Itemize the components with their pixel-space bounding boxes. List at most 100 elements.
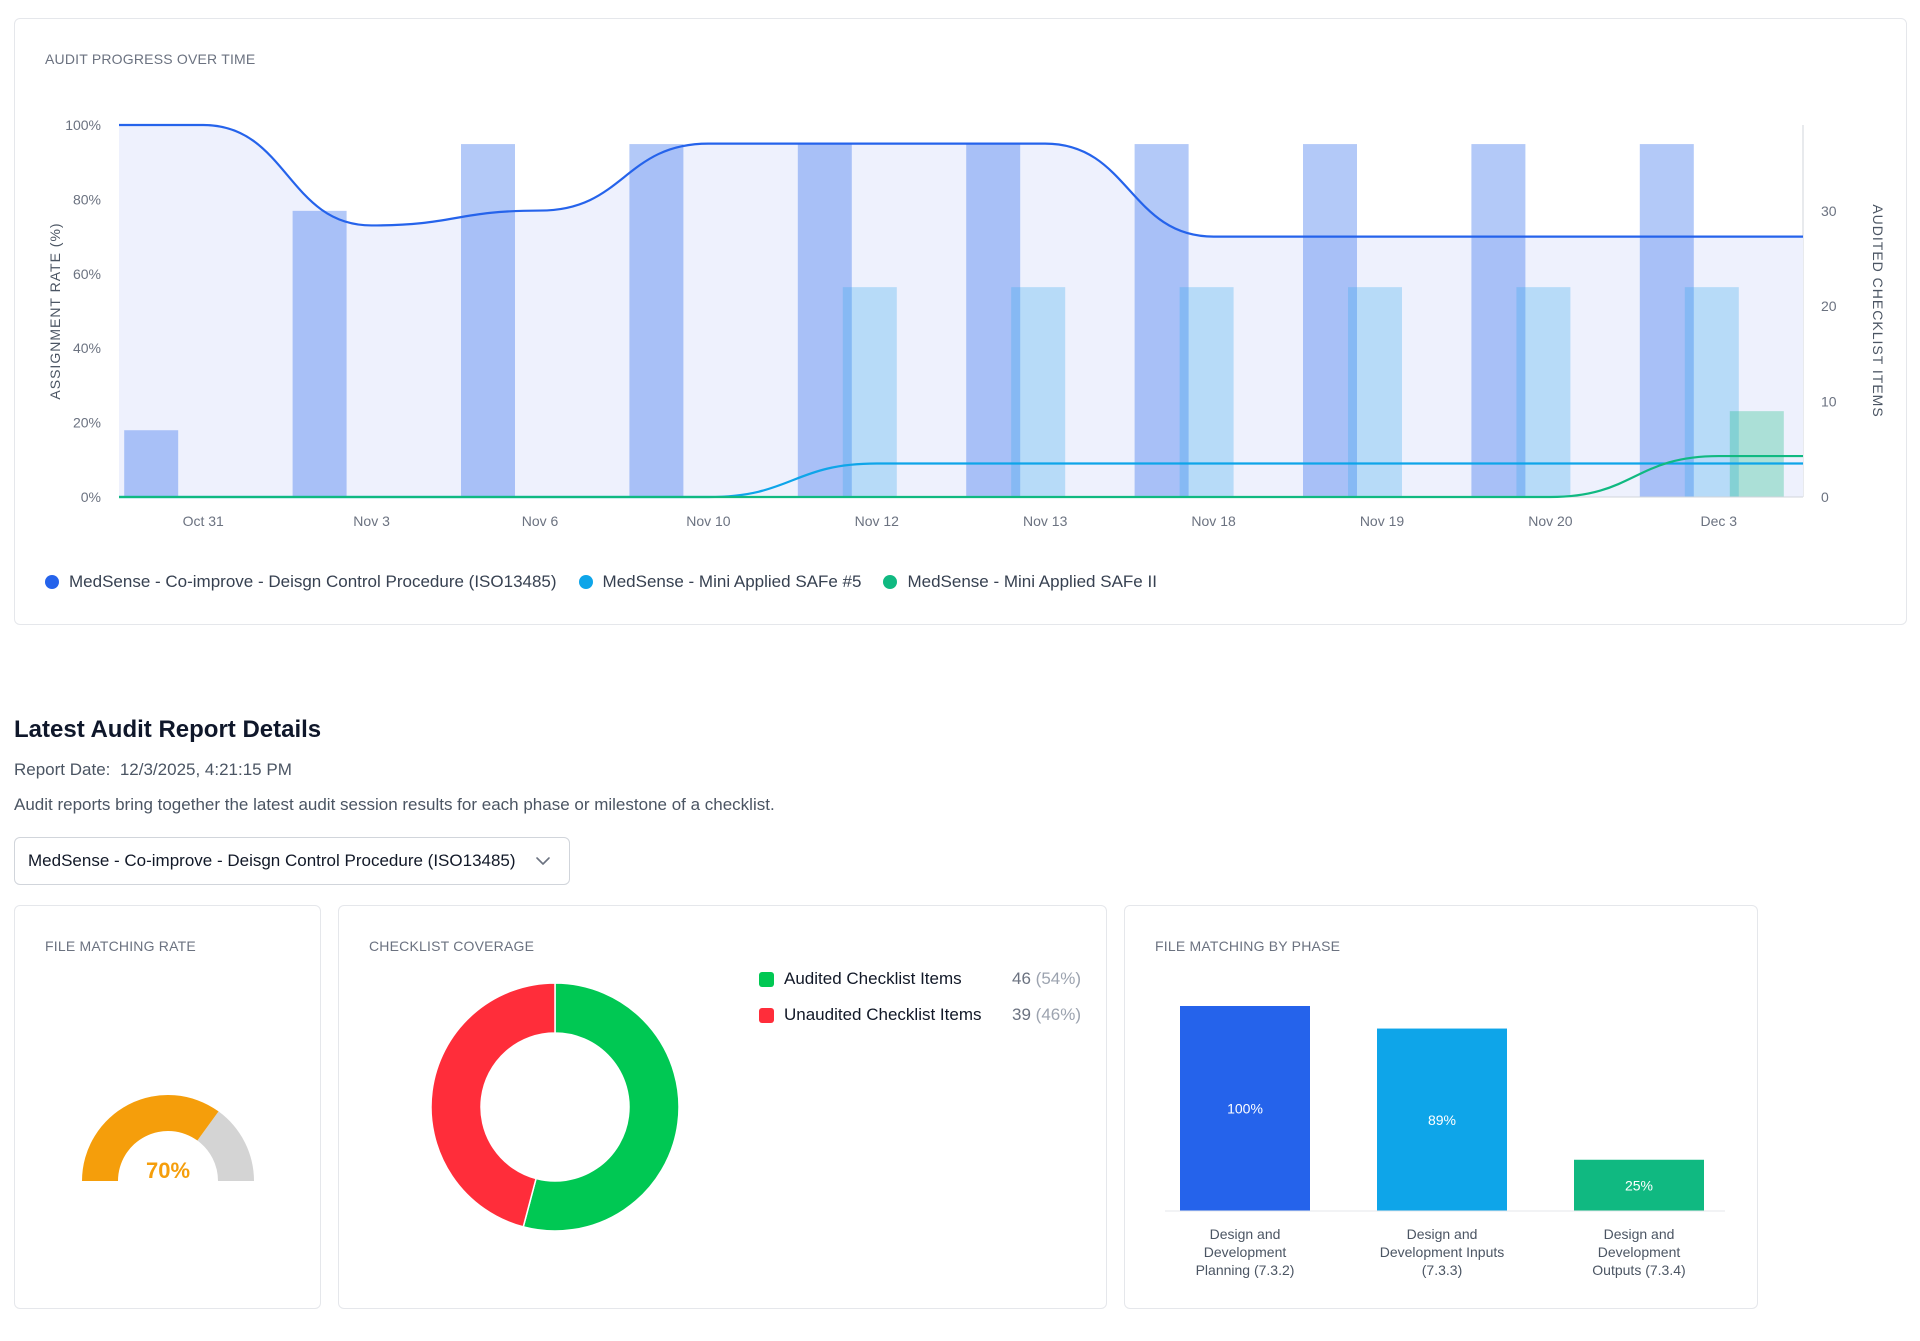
legend-item-iso13485[interactable]: MedSense - Co-improve - Deisgn Control P… [45,572,557,592]
bar [842,287,897,497]
phase-category-label: Planning (7.3.2) [1196,1262,1295,1278]
bar [1179,287,1234,497]
bar [1684,287,1739,497]
checklist-coverage-title: CHECKLIST COVERAGE [369,938,535,954]
legend-label: MedSense - Mini Applied SAFe #5 [602,572,862,591]
phase-bar-label: 100% [1227,1101,1263,1117]
report-date: Report Date: 12/3/2025, 4:21:15 PM [14,760,292,780]
report-date-value: 12/3/2025, 4:21:15 PM [119,760,292,779]
bar [1639,144,1694,498]
phase-bar [1377,1028,1507,1211]
legend-item-safe2[interactable]: MedSense - Mini Applied SAFe II [883,572,1157,592]
bar [966,144,1021,498]
legend-dot [45,575,59,589]
report-description: Audit reports bring together the latest … [14,795,775,814]
audit-progress-card: AUDIT PROGRESS OVER TIME 0% 20% 40% 60% 80% 1… [14,18,1907,625]
checklist-coverage-card: CHECKLIST COVERAGE Audited Checklist Ite… [338,905,1107,1309]
x-tick-label: Nov 20 [1528,513,1573,529]
y2-tick-label: 10 [1821,394,1837,410]
legend-item-safe5[interactable]: MedSense - Mini Applied SAFe #5 [578,572,862,592]
y-tick-label: 100% [65,117,101,133]
bar [292,210,347,497]
bar [1516,287,1571,497]
checklist-coverage-donut [430,982,680,1232]
coverage-label: Unaudited Checklist Items [784,1005,982,1024]
x-tick-label: Nov 3 [353,513,390,529]
y-tick-label: 20% [73,415,101,431]
donut-slice [522,982,680,1232]
report-date-label: Report Date: [14,760,111,779]
coverage-legend-audited[interactable]: Audited Checklist Items 46 (54%) [759,961,1081,997]
coverage-legend-unaudited[interactable]: Unaudited Checklist Items 39 (46%) [759,997,1081,1033]
file-matching-rate-card: FILE MATCHING RATE 70% [14,905,321,1309]
checklist-coverage-legend: Audited Checklist Items 46 (54%) Unaudit… [759,961,1081,1033]
x-tick-label: Nov 13 [1023,513,1068,529]
phase-category-label: Development [1598,1244,1681,1260]
file-matching-by-phase-card: FILE MATCHING BY PHASE 100% Design and Dev… [1124,905,1758,1309]
audit-progress-legend: MedSense - Co-improve - Deisgn Control P… [45,572,1157,592]
file-matching-rate-title: FILE MATCHING RATE [45,938,196,954]
coverage-count: 46 [1012,969,1031,988]
file-matching-by-phase-chart: 100% Design and Development Planning (7.3.2… [1165,1006,1725,1278]
coverage-pct: (54%) [1035,969,1082,988]
legend-swatch [759,971,774,987]
file-matching-rate-gauge: 70% [82,1095,254,1183]
bar [1471,144,1526,498]
legend-dot [578,575,593,589]
phase-bar-label: 89% [1428,1112,1456,1128]
phase-category-label: Design and [1210,1226,1281,1242]
phase-bar-label: 25% [1625,1177,1653,1193]
audit-progress-title: AUDIT PROGRESS OVER TIME [45,51,256,67]
series-line [119,123,1803,238]
bar [461,144,515,498]
y-tick-label: 0% [81,489,101,505]
x-tick-label: Nov 19 [1360,513,1405,529]
gauge-value: 70% [146,1158,190,1183]
legend-label: MedSense - Mini Applied SAFe II [907,572,1157,591]
legend-swatch [759,1007,774,1023]
y-tick-label: 60% [73,266,101,282]
y-tick-label: 40% [73,340,101,356]
series-area [119,125,1803,497]
x-tick-label: Nov 6 [522,513,559,529]
checklist-select[interactable]: MedSense - Co-improve - Deisgn Control P… [14,837,570,885]
phase-category-label: (7.3.3) [1422,1262,1462,1278]
x-tick-label: Nov 10 [686,513,731,529]
bar [797,144,852,498]
phase-category-label: Design and [1407,1226,1478,1242]
bar [629,144,684,498]
bar [1134,144,1189,498]
coverage-count: 39 [1012,1005,1031,1024]
x-tick-label: Dec 3 [1701,513,1738,529]
bar [1011,287,1066,497]
phase-category-label: Outputs (7.3.4) [1592,1262,1685,1278]
x-tick-label: Nov 12 [855,513,900,529]
donut-slice [430,982,556,1228]
series-line [119,454,1803,499]
y2-axis-label: AUDITED CHECKLIST ITEMS [1870,204,1886,417]
x-tick-label: Oct 31 [183,513,224,529]
coverage-label: Audited Checklist Items [784,969,962,988]
gauge-track [197,1111,254,1181]
phase-category-label: Development Inputs [1380,1244,1505,1260]
coverage-pct: (46%) [1035,1005,1082,1024]
details-title: Latest Audit Report Details [14,716,322,743]
y-tick-label: 80% [73,191,101,207]
legend-label: MedSense - Co-improve - Deisgn Control P… [69,572,557,591]
phase-bar [1180,1006,1310,1211]
audit-progress-chart: 0% 20% 40% 60% 80% 100% 0 10 20 30 ASSIGNMENT RATE… [47,117,1886,529]
bar [124,430,179,497]
y2-tick-label: 20 [1821,298,1837,314]
y2-tick-label: 30 [1821,203,1837,219]
bar [1303,144,1357,498]
y-axis-label: ASSIGNMENT RATE (%) [47,222,63,399]
bar [1348,287,1402,497]
legend-dot [883,575,898,589]
phase-bar [1574,1159,1704,1211]
x-tick-label: Nov 18 [1191,513,1236,529]
phase-category-label: Development [1204,1244,1287,1260]
gauge-fill [82,1095,219,1181]
phase-category-label: Design and [1604,1226,1675,1242]
chevron-down-icon [536,857,550,865]
bar [1729,411,1784,497]
